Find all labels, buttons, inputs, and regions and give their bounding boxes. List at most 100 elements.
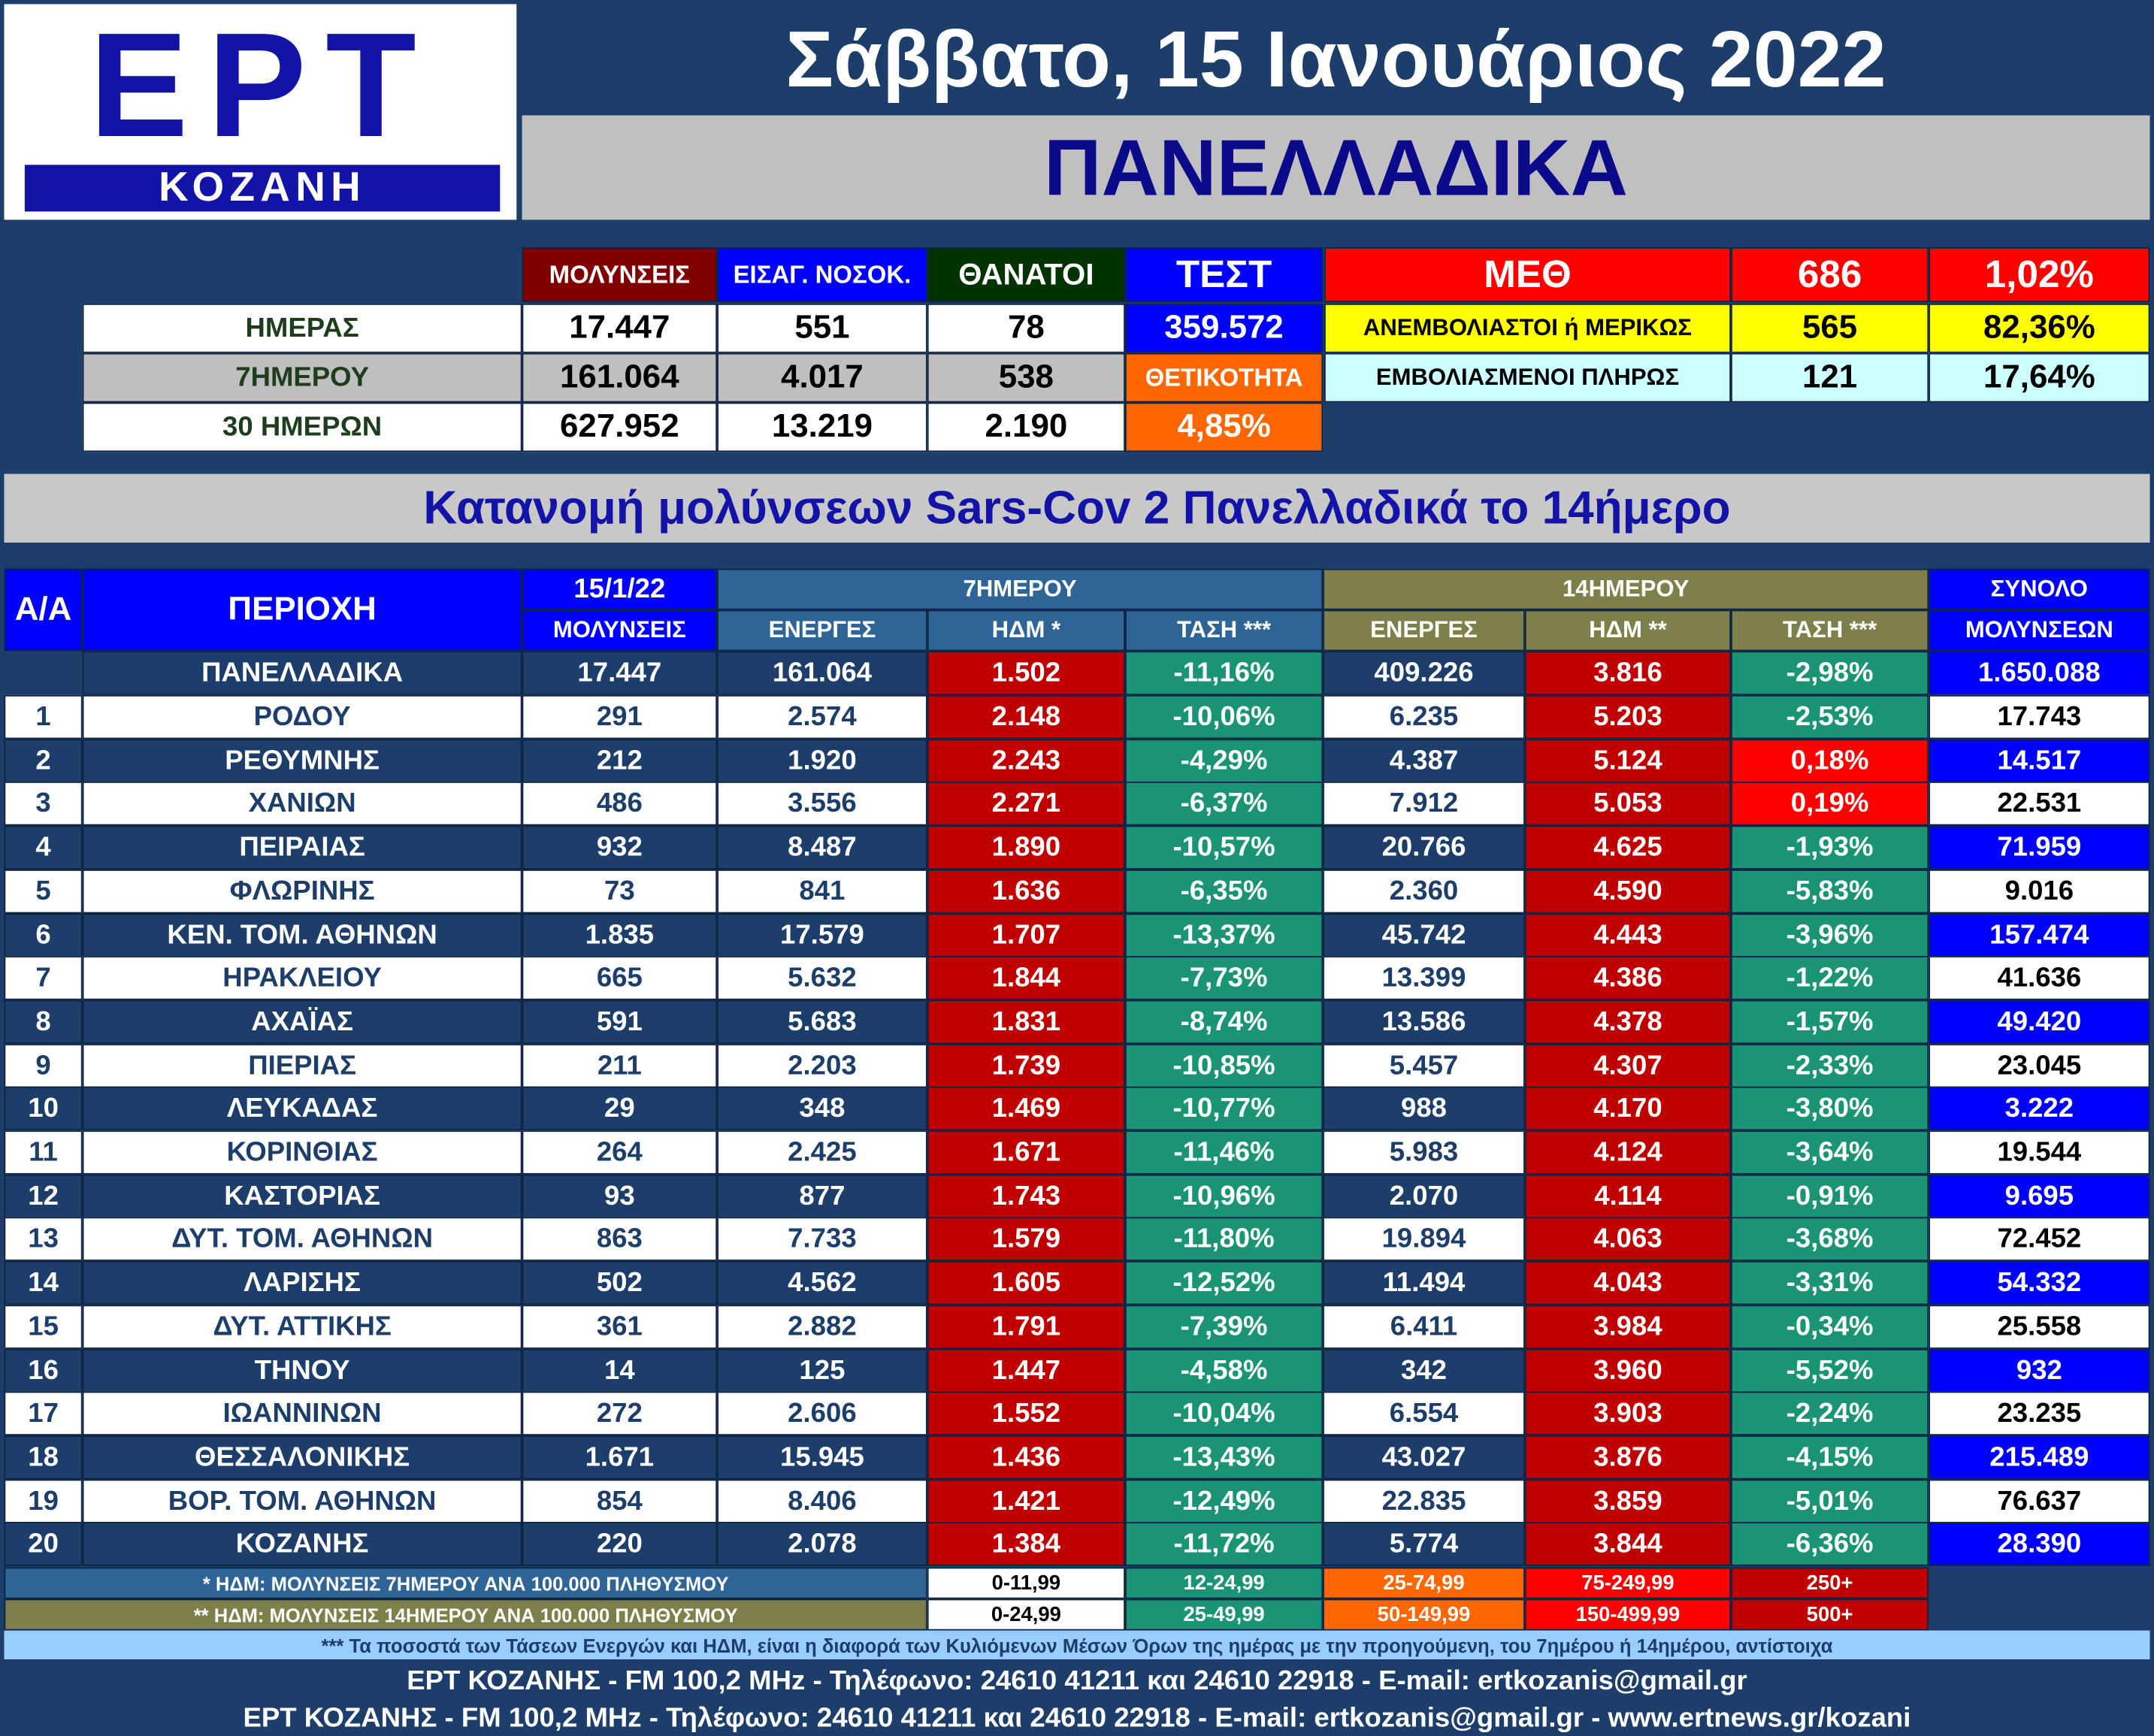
legend-range-cell: 250+ xyxy=(1731,1567,1929,1599)
row-trend-7: -7,73% xyxy=(1124,956,1324,1000)
section-title: Κατανομή μολύνσεων Sars-Cov 2 Πανελλαδικ… xyxy=(4,473,2150,543)
row-trend-7: -12,49% xyxy=(1124,1479,1324,1524)
row-region: ΡΟΔΟΥ xyxy=(82,694,522,739)
row-trend-14: -0,34% xyxy=(1731,1305,1929,1349)
summary-header-infections: ΜΟΛΥΝΣΕΙΣ xyxy=(522,247,718,303)
row-active-7: 15.945 xyxy=(717,1435,927,1480)
row-region: ΔΥΤ. ΑΤΤΙΚΗΣ xyxy=(82,1305,522,1349)
summary-infections: 161.064 xyxy=(522,352,718,403)
row-trend-14: -2,24% xyxy=(1731,1391,1929,1436)
row-hdm-14: 3.960 xyxy=(1524,1348,1732,1393)
row-trend-14: -5,83% xyxy=(1731,869,1929,914)
header-active-14: ΕΝΕΡΓΕΣ xyxy=(1323,609,1525,652)
row-hdm-14: 3.903 xyxy=(1524,1391,1732,1436)
row-hdm-7: 1.502 xyxy=(927,651,1125,695)
header-infections: ΜΟΛΥΝΣΕΙΣ xyxy=(522,609,718,652)
row-region: ΛΕΥΚΑΔΑΣ xyxy=(82,1086,522,1131)
row-hdm-14: 5.124 xyxy=(1524,739,1732,783)
row-infections: 212 xyxy=(522,739,718,783)
row-aa: 9 xyxy=(4,1044,83,1088)
legend-range-cell: 12-24,99 xyxy=(1124,1567,1324,1599)
row-trend-14: -2,33% xyxy=(1731,1044,1929,1088)
row-infections: 291 xyxy=(522,694,718,739)
row-infections: 1.835 xyxy=(522,913,718,957)
row-active-14: 43.027 xyxy=(1323,1435,1525,1480)
row-hdm-7: 1.436 xyxy=(927,1435,1125,1480)
header-aa: Α/Α xyxy=(4,568,83,652)
row-trend-14: -1,57% xyxy=(1731,1000,1929,1045)
icu-vaccinated: 121 xyxy=(1731,352,1929,403)
row-active-7: 8.487 xyxy=(717,825,927,870)
row-region: ΠΑΝΕΛΛΑΔΙΚΑ xyxy=(82,651,522,695)
row-trend-14: -3,96% xyxy=(1731,913,1929,957)
row-aa: 7 xyxy=(4,956,83,1000)
header-active-7: ΕΝΕΡΓΕΣ xyxy=(717,609,927,652)
row-infections: 272 xyxy=(522,1391,718,1436)
row-total: 3.222 xyxy=(1929,1086,2150,1131)
row-active-7: 5.683 xyxy=(717,1000,927,1045)
row-active-7: 2.425 xyxy=(717,1130,927,1175)
summary-header-deaths: ΘΑΝΑΤΟΙ xyxy=(927,247,1125,303)
row-total: 71.959 xyxy=(1929,825,2150,870)
logo: ΕΡΤ ΚΟΖΑΝΗ xyxy=(4,4,517,220)
row-hdm-7: 1.384 xyxy=(927,1522,1125,1566)
row-active-14: 5.983 xyxy=(1323,1130,1525,1175)
row-trend-14: -2,98% xyxy=(1731,651,1929,695)
summary-row-label: 30 ΗΜΕΡΩΝ xyxy=(82,402,522,452)
row-active-7: 17.579 xyxy=(717,913,927,957)
row-total: 19.544 xyxy=(1929,1130,2150,1175)
row-aa: 13 xyxy=(4,1217,83,1261)
row-hdm-7: 1.636 xyxy=(927,869,1125,914)
row-region: ΠΕΙΡΑΙΑΣ xyxy=(82,825,522,870)
legend-range-cell: 25-74,99 xyxy=(1323,1567,1525,1599)
row-trend-7: -7,39% xyxy=(1124,1305,1324,1349)
logo-text: ΕΡΤ xyxy=(89,11,436,157)
row-aa: 19 xyxy=(4,1479,83,1524)
summary-header-tests: ΤΕΣΤ xyxy=(1124,247,1324,303)
row-trend-7: -10,57% xyxy=(1124,825,1324,870)
row-infections: 29 xyxy=(522,1086,718,1131)
row-hdm-7: 1.469 xyxy=(927,1086,1125,1131)
row-region: ΚΟΡΙΝΘΙΑΣ xyxy=(82,1130,522,1175)
summary-admissions: 4.017 xyxy=(717,352,927,403)
row-infections: 17.447 xyxy=(522,651,718,695)
row-total: 14.517 xyxy=(1929,739,2150,783)
row-active-14: 19.894 xyxy=(1323,1217,1525,1261)
header-total-sub: ΜΟΛΥΝΣΕΩΝ xyxy=(1929,609,2150,652)
row-region: ΗΡΑΚΛΕΙΟΥ xyxy=(82,956,522,1000)
header-trend-7: ΤΑΣΗ *** xyxy=(1124,609,1324,652)
row-region: ΙΩΑΝΝΙΝΩΝ xyxy=(82,1391,522,1436)
row-aa: 11 xyxy=(4,1130,83,1175)
row-trend-7: -4,58% xyxy=(1124,1348,1324,1393)
row-active-7: 877 xyxy=(717,1174,927,1219)
row-infections: 93 xyxy=(522,1174,718,1219)
row-active-14: 988 xyxy=(1323,1086,1525,1131)
row-trend-7: -6,37% xyxy=(1124,782,1324,826)
row-hdm-7: 2.271 xyxy=(927,782,1125,826)
row-infections: 863 xyxy=(522,1217,718,1261)
row-aa: 20 xyxy=(4,1522,83,1566)
row-total: 215.489 xyxy=(1929,1435,2150,1480)
row-hdm-14: 4.063 xyxy=(1524,1217,1732,1261)
row-aa: 15 xyxy=(4,1305,83,1349)
legend-range-cell: 0-11,99 xyxy=(927,1567,1125,1599)
row-hdm-14: 3.984 xyxy=(1524,1305,1732,1349)
row-active-14: 22.835 xyxy=(1323,1479,1525,1524)
row-trend-14: -3,68% xyxy=(1731,1217,1929,1261)
row-hdm-14: 4.443 xyxy=(1524,913,1732,957)
row-hdm-14: 3.844 xyxy=(1524,1522,1732,1566)
icu-unvaccinated: 565 xyxy=(1731,303,1929,353)
row-aa: 5 xyxy=(4,869,83,914)
legend-note-14: ** ΗΔΜ: ΜΟΛΥΝΣΕΙΣ 14ΗΜΕΡΟΥ ΑΝΑ 100.000 Π… xyxy=(4,1598,927,1631)
row-aa: 6 xyxy=(4,913,83,957)
row-aa: 1 xyxy=(4,694,83,739)
row-aa: 2 xyxy=(4,739,83,783)
row-active-7: 841 xyxy=(717,869,927,914)
row-infections: 502 xyxy=(522,1260,718,1305)
row-active-7: 2.574 xyxy=(717,694,927,739)
summary-infections: 627.952 xyxy=(522,402,718,452)
row-hdm-7: 1.671 xyxy=(927,1130,1125,1175)
header-hdm-14: ΗΔΜ ** xyxy=(1524,609,1732,652)
row-active-14: 11.494 xyxy=(1323,1260,1525,1305)
row-hdm-7: 1.552 xyxy=(927,1391,1125,1436)
